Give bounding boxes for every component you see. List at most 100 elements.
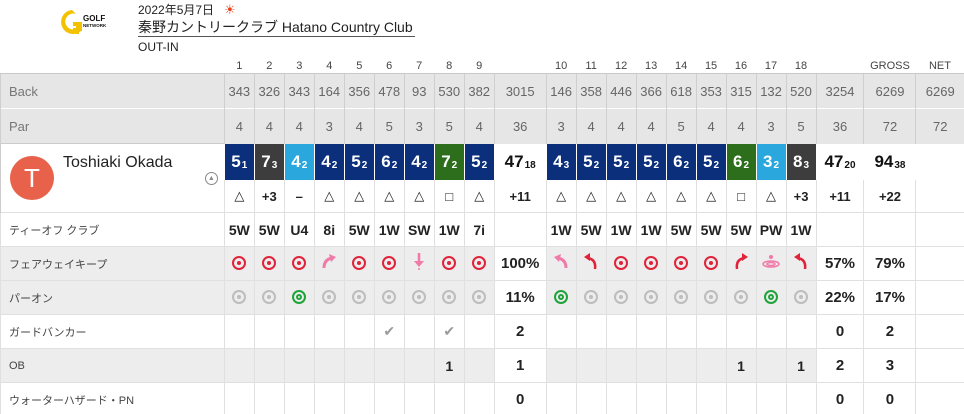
bunker-empty [463,314,495,349]
putts: 2 [743,160,750,172]
par-on-in-rate: 22% [815,280,864,315]
strokes: 5 [471,151,481,171]
score-mark: – [283,180,315,213]
bunker-empty [635,314,667,349]
ob-count: 1 [433,348,465,383]
hole-number: 10 [555,60,568,72]
putts: 2 [713,160,720,172]
net-blank [915,212,964,247]
putts: 2 [653,160,660,172]
par-value: 4 [605,108,637,144]
ob-count [403,348,435,383]
ob-count [635,348,667,383]
fairway-short-pink-icon [403,246,435,281]
tee-club: 1W [373,212,405,247]
par-on-gray-icon [223,280,255,315]
tee-club: 7i [463,212,495,247]
in-blank [815,212,864,247]
hole-number: 18 [794,60,808,72]
putts: 20 [844,160,856,172]
par-value: 5 [785,108,817,144]
fairway-hit-icon [223,246,255,281]
par-on-gray-icon [575,280,607,315]
score-mark: △ [695,180,727,213]
net-blank [915,382,964,414]
score-total: 47 20 [815,143,864,181]
tee-club: U4 [283,212,315,247]
bunker-empty [313,314,345,349]
back-value: 366 [635,73,667,109]
bunker-empty [575,314,607,349]
strokes: 8 [793,151,803,171]
par-on-gray-icon [313,280,345,315]
par-value: 4 [635,108,667,144]
putts: 2 [421,160,428,172]
par-value: 4 [575,108,607,144]
hole-number: 3 [296,60,303,72]
ob-count: 1 [785,348,817,383]
putts: 2 [451,160,458,172]
back-value: 343 [283,73,315,109]
fairway-hit-icon [433,246,465,281]
par-value: 3 [403,108,435,144]
player-cell[interactable]: T Toshiaki Okada ▲ [0,143,225,213]
tee-club: SW [403,212,435,247]
sun-icon: ☀ [224,2,236,17]
putts: 2 [773,160,780,172]
score-mark: □ [433,180,465,213]
score-mark: △ [605,180,637,213]
par-value: 5 [373,108,405,144]
gross-blank [863,212,916,247]
score-mark: +3 [253,180,285,213]
ob-gross: 3 [863,348,916,383]
score-total: 94 38 [863,143,916,181]
tee-club: 5W [725,212,757,247]
back-value: 353 [695,73,727,109]
ob-row: OB 1 1 1 1 2 3 [0,348,964,383]
expand-icon[interactable]: ▲ [204,172,218,185]
fairway-right-red-icon [725,246,757,281]
score-mark: △ [575,180,607,213]
player-info: T Toshiaki Okada ▲ [1,145,223,213]
bunker-in-total: 0 [815,314,864,349]
tee-club: 1W [605,212,637,247]
water-empty [635,382,667,414]
hole-number: 13 [644,60,658,72]
net-mark [915,180,964,213]
water-out-total: 0 [493,382,547,414]
hole-number: 15 [704,60,718,72]
fairway-hit-icon [665,246,697,281]
strokes: 6 [673,151,683,171]
water-empty [463,382,495,414]
par-value: 4 [283,108,315,144]
par-on-gray-icon [433,280,465,315]
ob-count [695,348,727,383]
score-mark: △ [403,180,435,213]
strokes: 94 [874,151,894,171]
bunker-empty [223,314,255,349]
bunker-empty [755,314,787,349]
